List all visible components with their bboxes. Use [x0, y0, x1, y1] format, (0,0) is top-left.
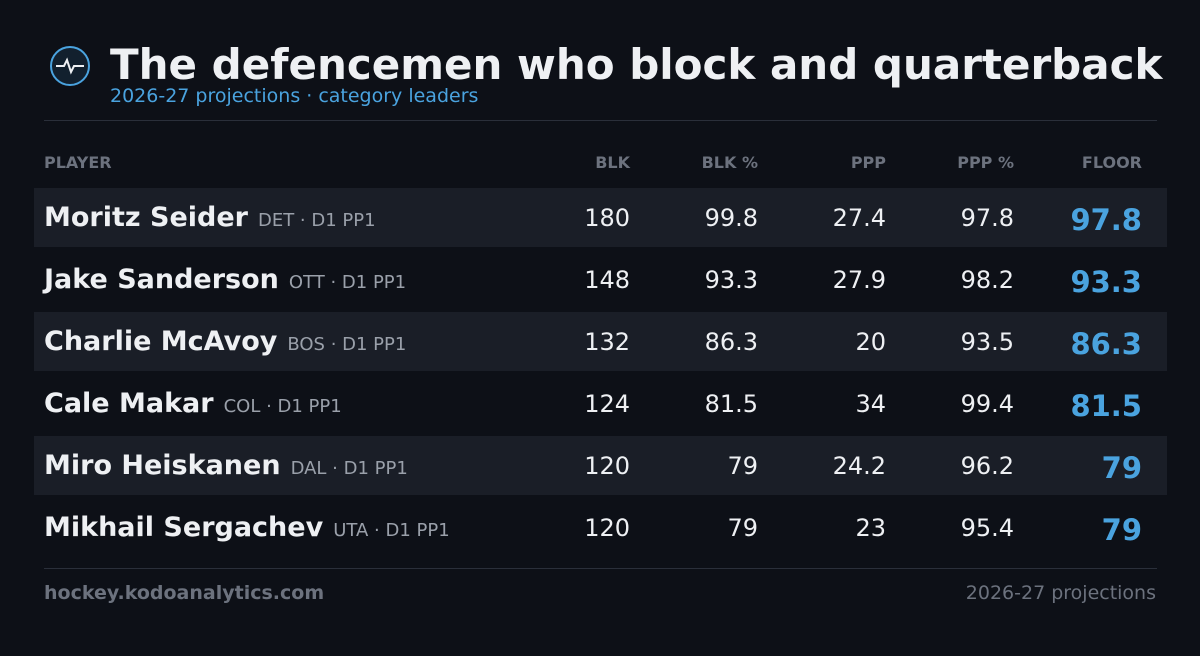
player-name: Mikhail Sergachev UTA · D1 PP1 — [44, 512, 450, 543]
column-header: BLK — [595, 153, 630, 172]
table-row: Moritz Seider DET · D1 PP1 180 99.8 27.4 97.8… — [34, 188, 1167, 247]
stat-value: 27.4 — [832, 204, 886, 232]
column-header: PPP — [850, 153, 886, 172]
stat-value: 99.4 — [960, 390, 1014, 418]
stat-value: 24.2 — [832, 452, 886, 480]
stat-value: 98.2 — [960, 266, 1014, 294]
column-header: PLAYER — [44, 153, 112, 172]
player-name: Miro Heiskanen DAL · D1 PP1 — [44, 450, 408, 481]
stat-value: 79 — [727, 514, 758, 542]
team-role: DET · D1 PP1 — [257, 210, 376, 231]
player-name: Charlie McAvoy BOS · D1 PP1 — [44, 326, 406, 357]
player: Charlie McAvoy — [44, 326, 278, 357]
player: Moritz Seider — [44, 202, 248, 233]
player: Mikhail Sergachev — [44, 512, 324, 543]
stat-value: 132 — [584, 328, 630, 356]
column-header: BLK % — [701, 153, 758, 172]
stat-value: 27.9 — [832, 266, 886, 294]
player-name: Cale Makar COL · D1 PP1 — [44, 388, 342, 419]
stat-value: 79 — [727, 452, 758, 480]
player-name: Moritz Seider DET · D1 PP1 — [44, 202, 376, 233]
table-row: Mikhail Sergachev UTA · D1 PP1 120 79 23 95.4… — [34, 498, 1167, 557]
stat-value: 120 — [584, 514, 630, 542]
divider — [44, 568, 1157, 569]
team-role: UTA · D1 PP1 — [333, 520, 450, 541]
divider — [44, 120, 1157, 121]
title: The defencemen who block and quarterback — [110, 40, 1163, 89]
table-row: Cale Makar COL · D1 PP1 124 81.5 34 99.4 81.5 — [34, 374, 1167, 433]
floor-value: 79 — [1101, 451, 1142, 485]
stat-value: 93.3 — [704, 266, 758, 294]
footer-left: hockey.kodoanalytics.com — [44, 582, 325, 604]
subtitle: 2026-27 projections · category leaders — [110, 85, 479, 107]
footer-right: 2026-27 projections — [965, 582, 1156, 604]
column-header: FLOOR — [1081, 153, 1142, 172]
player-name: Jake Sanderson OTT · D1 PP1 — [44, 264, 406, 295]
stat-value: 81.5 — [704, 390, 758, 418]
stat-value: 148 — [584, 266, 630, 294]
table-row: Jake Sanderson OTT · D1 PP1 148 93.3 27.9 98.… — [34, 250, 1167, 309]
stat-value: 96.2 — [960, 452, 1014, 480]
floor-value: 81.5 — [1070, 389, 1142, 423]
stat-value: 20 — [855, 328, 886, 356]
player: Jake Sanderson — [44, 264, 279, 295]
table-row: Charlie McAvoy BOS · D1 PP1 132 86.3 20 93.5 8… — [34, 312, 1167, 371]
player: Miro Heiskanen — [44, 450, 281, 481]
floor-value: 86.3 — [1070, 327, 1142, 361]
floor-value: 93.3 — [1070, 265, 1142, 299]
team-role: DAL · D1 PP1 — [290, 458, 408, 479]
team-role: OTT · D1 PP1 — [288, 272, 407, 293]
stat-value: 86.3 — [704, 328, 758, 356]
table-row: Miro Heiskanen DAL · D1 PP1 120 79 24.2 96.2 7… — [34, 436, 1167, 495]
team-role: COL · D1 PP1 — [223, 396, 342, 417]
stat-value: 95.4 — [960, 514, 1014, 542]
stat-value: 180 — [584, 204, 630, 232]
stat-value: 23 — [855, 514, 886, 542]
stat-value: 97.8 — [960, 204, 1014, 232]
stat-value: 99.8 — [704, 204, 758, 232]
player: Cale Makar — [44, 388, 214, 419]
column-header: PPP % — [957, 153, 1014, 172]
floor-value: 79 — [1101, 513, 1142, 547]
stat-value: 124 — [584, 390, 630, 418]
stat-value: 120 — [584, 452, 630, 480]
team-role: BOS · D1 PP1 — [287, 334, 407, 355]
logo — [50, 46, 90, 86]
stat-value: 93.5 — [960, 328, 1014, 356]
stat-value: 34 — [855, 390, 886, 418]
floor-value: 97.8 — [1070, 203, 1142, 237]
